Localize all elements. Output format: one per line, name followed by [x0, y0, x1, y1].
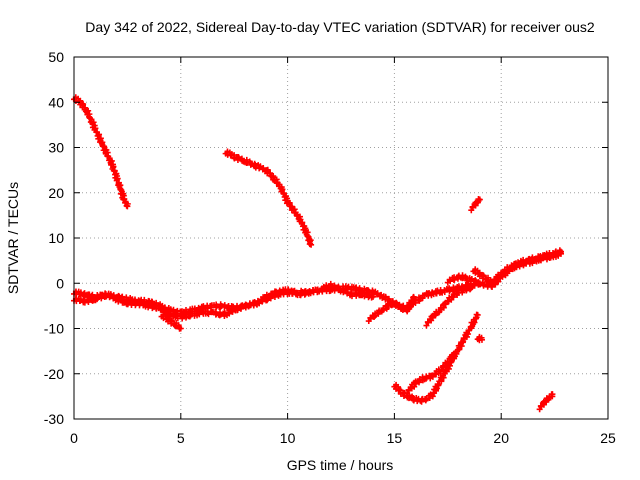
data-point — [374, 290, 381, 297]
x-tick-label: 25 — [600, 430, 616, 446]
data-point — [279, 186, 286, 193]
series-arc-2 — [222, 148, 315, 248]
data-point — [467, 285, 474, 292]
data-point — [258, 297, 265, 304]
y-tick-label: 20 — [48, 185, 64, 201]
data-point — [542, 253, 549, 260]
data-points — [71, 94, 565, 413]
series-arc-8 — [404, 350, 458, 397]
data-point — [558, 248, 565, 255]
data-point — [405, 387, 412, 394]
data-point — [385, 295, 392, 302]
data-point — [463, 287, 470, 294]
data-point — [433, 385, 440, 392]
data-point — [308, 241, 315, 248]
series-arc-10 — [474, 333, 485, 344]
data-point — [450, 294, 457, 301]
data-point — [472, 315, 479, 322]
y-tick-label: -30 — [44, 411, 64, 427]
data-point — [370, 293, 377, 300]
data-point — [418, 398, 425, 405]
x-tick-label: 10 — [280, 430, 296, 446]
data-point — [226, 310, 233, 317]
x-tick-label: 0 — [70, 430, 78, 446]
y-tick-label: 50 — [48, 49, 64, 65]
series-arc-7 — [391, 311, 481, 405]
data-point — [177, 325, 184, 332]
data-point — [474, 311, 481, 318]
series-arc-1 — [71, 94, 131, 210]
data-point — [237, 305, 244, 312]
y-tick-label: -10 — [44, 321, 64, 337]
series-arc-11 — [536, 391, 556, 413]
y-tick-label: 0 — [56, 275, 64, 291]
data-point — [451, 350, 458, 357]
x-tick-label: 15 — [387, 430, 403, 446]
data-point — [468, 284, 475, 291]
grid-lines — [74, 57, 608, 419]
data-point — [238, 155, 245, 162]
data-point — [110, 293, 117, 300]
data-point — [489, 280, 496, 287]
data-point — [410, 293, 417, 300]
x-tick-label: 5 — [177, 430, 185, 446]
data-point — [408, 298, 415, 305]
data-point — [442, 301, 449, 308]
x-tick-label: 20 — [493, 430, 509, 446]
y-axis-ticks: -30 -20 -10 0 10 20 30 40 50 — [44, 49, 608, 427]
data-point — [515, 261, 522, 268]
data-point — [221, 302, 228, 309]
series-baseline-a — [71, 279, 483, 318]
y-axis-label: SDTVAR / TECUs — [5, 182, 21, 294]
data-point — [344, 289, 351, 296]
data-point — [549, 391, 556, 398]
data-point — [92, 125, 99, 132]
data-point — [98, 140, 105, 147]
y-tick-label: 40 — [48, 94, 64, 110]
data-point — [110, 167, 117, 174]
y-tick-label: 10 — [48, 230, 64, 246]
series-baseline-b — [71, 280, 377, 322]
data-point — [124, 203, 131, 210]
data-point — [416, 379, 423, 386]
series-arc-9 — [423, 284, 475, 329]
data-point — [476, 196, 483, 203]
data-point — [432, 371, 439, 378]
series-dip-2 — [365, 293, 417, 325]
series-arc-5 — [489, 247, 565, 286]
y-tick-label: -20 — [44, 366, 64, 382]
chart-title: Day 342 of 2022, Sidereal Day-to-day VTE… — [85, 19, 595, 35]
data-point — [385, 304, 392, 311]
series-dip-1 — [158, 311, 184, 332]
data-point — [170, 311, 177, 318]
series-arc-3 — [468, 196, 483, 214]
data-point — [280, 190, 287, 197]
data-point — [114, 175, 121, 182]
data-point — [140, 300, 147, 307]
y-tick-label: 30 — [48, 140, 64, 156]
data-point — [260, 165, 267, 172]
data-point — [478, 336, 485, 343]
data-point — [285, 286, 292, 293]
series-arc-6 — [470, 266, 496, 287]
data-point — [318, 287, 325, 294]
data-point — [447, 278, 454, 285]
x-axis-label: GPS time / hours — [287, 457, 394, 473]
x-axis-ticks: 0 5 10 15 20 25 — [70, 57, 616, 446]
data-point — [298, 219, 305, 226]
data-point — [445, 298, 452, 305]
data-point — [81, 104, 88, 111]
data-point — [471, 318, 478, 325]
data-point — [425, 319, 432, 326]
data-point — [85, 299, 92, 306]
